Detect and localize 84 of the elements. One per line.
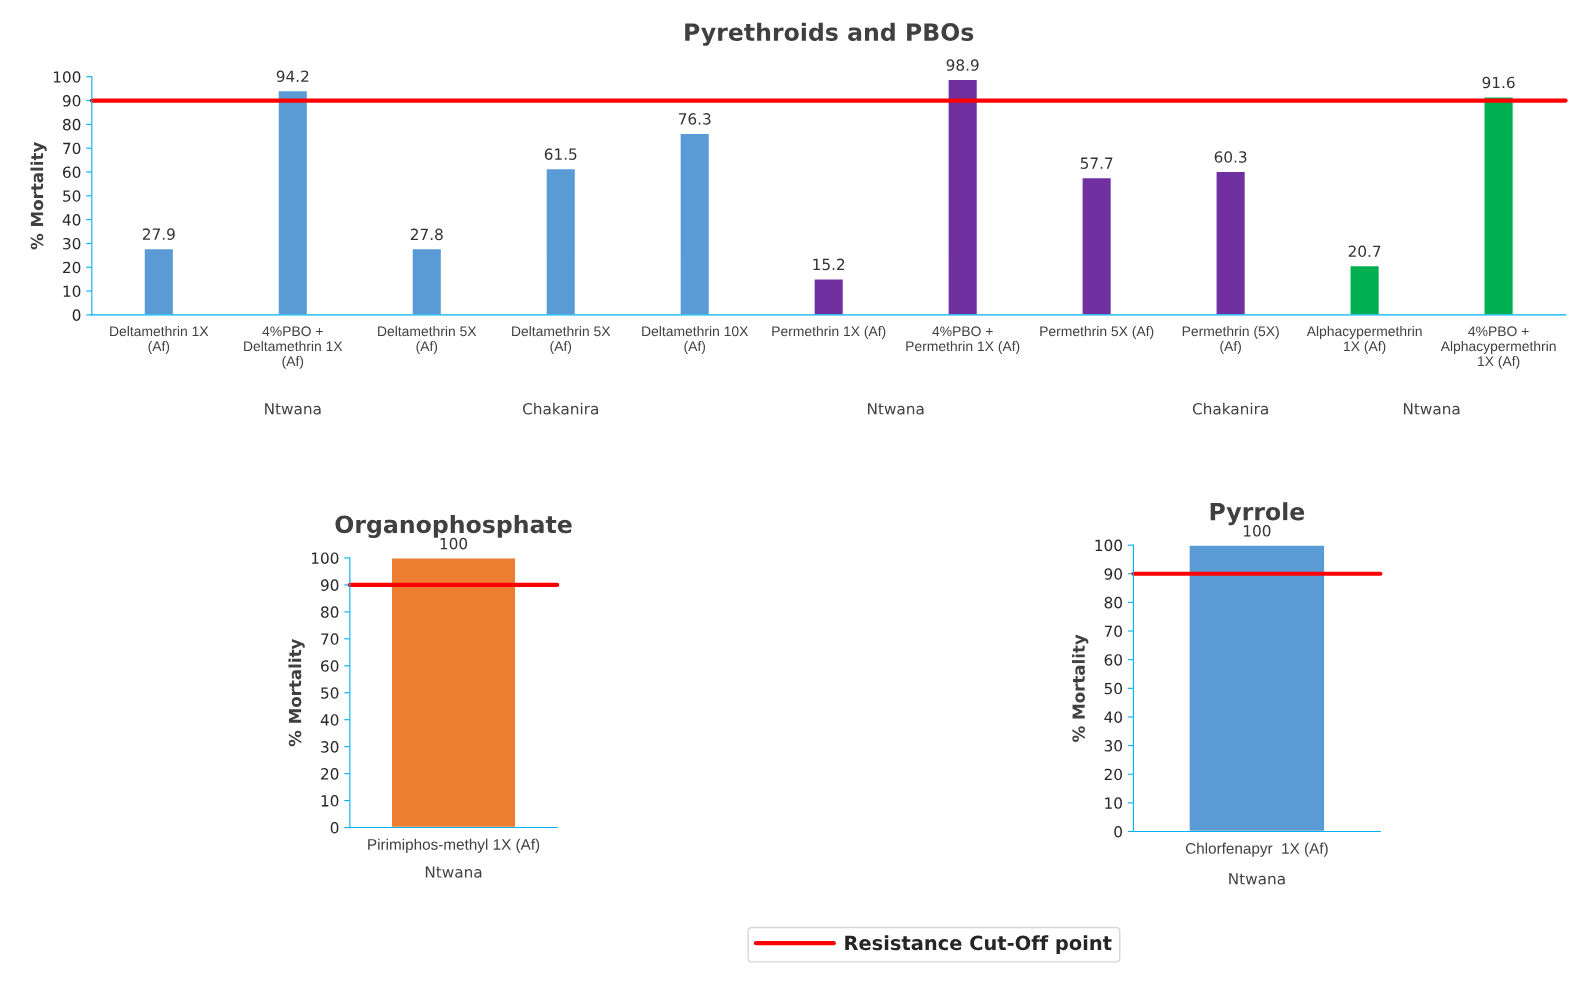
y-tick-label: 90	[1104, 568, 1122, 580]
x-tick-label: Deltamethrin 1X (Af)	[110, 325, 209, 354]
data-label: 20.7	[1348, 245, 1381, 258]
data-label: 60.3	[1214, 151, 1247, 163]
x-tick-label: Alphacypermethrin 1X (Af)	[1306, 325, 1422, 354]
bar	[947, 78, 979, 315]
y-tick-label: 90	[62, 95, 81, 107]
bar	[545, 167, 577, 315]
y-tick-label: 70	[1104, 625, 1122, 638]
y-tick-label: 60	[63, 166, 81, 179]
text: Ntwana	[265, 403, 321, 415]
y-tick-label: 100	[1095, 539, 1122, 552]
bar	[277, 89, 309, 315]
y-tick-label: 50	[321, 687, 339, 699]
y-tick-label: 80	[62, 118, 81, 131]
bar	[1215, 170, 1247, 315]
y-tick-label: 70	[63, 142, 81, 155]
y-tick-label: 100	[53, 71, 81, 83]
data-label: 91.6	[1482, 76, 1515, 89]
y-tick-label: 20	[63, 261, 81, 274]
bar	[813, 277, 845, 315]
bar	[143, 247, 175, 315]
y-axis-title: % Mortality	[288, 638, 305, 747]
text: Ntwana	[1229, 873, 1285, 885]
y-tick-label: 50	[63, 190, 81, 202]
bar	[1081, 176, 1113, 315]
text: Chakanira	[522, 402, 598, 415]
y-tick-label: 100	[311, 552, 339, 564]
y-tick-label: 80	[321, 606, 339, 618]
y-tick-label: 40	[1104, 711, 1122, 723]
text: Chakanira	[1192, 402, 1268, 415]
legend-label: Resistance Cut-Off point	[845, 935, 1112, 955]
y-axis-title: % Mortality	[1072, 634, 1089, 742]
data-label: 27.8	[410, 228, 443, 241]
y-tick-label: 0	[330, 822, 339, 834]
x-tick-label: Pirimiphos-methyl 1X (Af)	[368, 838, 540, 853]
x-tick-label: Permethrin 5X (Af)	[1040, 325, 1154, 339]
y-tick-label: 10	[63, 285, 81, 298]
data-label: 27.9	[142, 228, 175, 240]
y-tick-label: 60	[1104, 654, 1122, 666]
bar	[679, 132, 711, 315]
text: Ntwana	[425, 866, 482, 878]
data-label: 76.3	[678, 113, 711, 125]
y-tick-label: 20	[321, 768, 339, 780]
y-tick-label: 0	[72, 309, 81, 321]
x-tick-label: 4%PBO + Deltamethrin 1X (Af)	[244, 326, 343, 369]
y-tick-label: 90	[320, 579, 339, 591]
y-tick-label: 50	[1104, 682, 1122, 695]
y-tick-label: 20	[1104, 768, 1122, 781]
x-tick-label: 4%PBO + Alphacypermethrin 1X (Af)	[1440, 326, 1556, 369]
x-tick-label: Deltamethrin 5X (Af)	[512, 325, 611, 354]
y-tick-label: 0	[1114, 825, 1122, 838]
y-tick-label: 70	[321, 633, 339, 645]
y-tick-label: 60	[321, 660, 339, 672]
data-label: 61.5	[544, 148, 577, 160]
text: Ntwana	[868, 403, 924, 415]
chart-title: Pyrethroids and PBOs	[685, 22, 974, 46]
y-tick-label: 10	[1105, 797, 1122, 809]
data-label: 15.2	[813, 258, 845, 271]
x-tick-label: Deltamethrin 5X (Af)	[378, 325, 477, 354]
y-tick-label: 40	[320, 714, 339, 726]
y-tick-label: 30	[1104, 740, 1122, 752]
bar	[1483, 96, 1515, 315]
y-tick-label: 40	[62, 214, 81, 226]
x-tick-label: 4%PBO + Permethrin 1X (Af)	[906, 326, 1020, 354]
chart-title: Organophosphate	[335, 514, 572, 539]
data-label: 100	[1244, 525, 1271, 537]
x-tick-label: Deltamethrin 10X (Af)	[642, 325, 749, 354]
y-tick-label: 10	[321, 795, 339, 807]
x-tick-label: Chlorfenapyr 1X (Af)	[1185, 842, 1328, 857]
data-label: 57.7	[1080, 157, 1113, 169]
y-tick-label: 80	[1104, 596, 1122, 609]
x-tick-label: Permethrin 1X (Af)	[772, 325, 886, 339]
data-label: 100	[440, 537, 468, 550]
y-tick-label: 30	[321, 741, 339, 753]
bar	[1349, 264, 1381, 315]
chart-title: Pyrrole	[1210, 502, 1305, 526]
bar	[411, 247, 443, 315]
y-axis-title: % Mortality	[30, 142, 47, 250]
x-tick-label: Permethrin (5X) (Af)	[1182, 325, 1279, 354]
y-tick-label: 30	[63, 237, 81, 250]
text: Ntwana	[1403, 403, 1460, 415]
data-label: 98.9	[946, 59, 979, 71]
data-label: 94.2	[276, 70, 309, 83]
